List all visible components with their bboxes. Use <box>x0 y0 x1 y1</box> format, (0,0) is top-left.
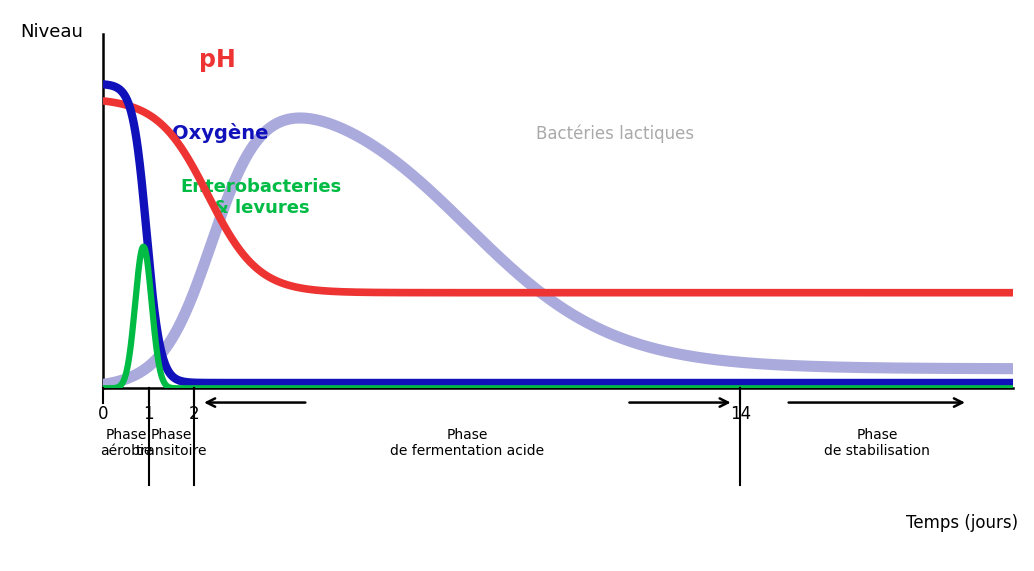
Text: pH: pH <box>199 49 236 73</box>
Text: 14: 14 <box>730 405 751 424</box>
Text: Temps (jours): Temps (jours) <box>907 514 1018 532</box>
Text: 2: 2 <box>189 405 200 424</box>
Text: Oxygène: Oxygène <box>172 123 268 143</box>
Text: Phase
de fermentation acide: Phase de fermentation acide <box>390 428 545 459</box>
Text: 0: 0 <box>98 405 109 424</box>
Text: Phase
de stabilisation: Phase de stabilisation <box>824 428 930 459</box>
Text: Phase
transitoire: Phase transitoire <box>135 428 208 459</box>
Text: 1: 1 <box>144 405 154 424</box>
Text: Enterobacteries
& levures: Enterobacteries & levures <box>181 178 342 216</box>
Text: Niveau: Niveau <box>21 23 84 41</box>
Text: Phase
aérobie: Phase aérobie <box>100 428 152 459</box>
Text: Bactéries lactiques: Bactéries lactiques <box>536 124 694 143</box>
